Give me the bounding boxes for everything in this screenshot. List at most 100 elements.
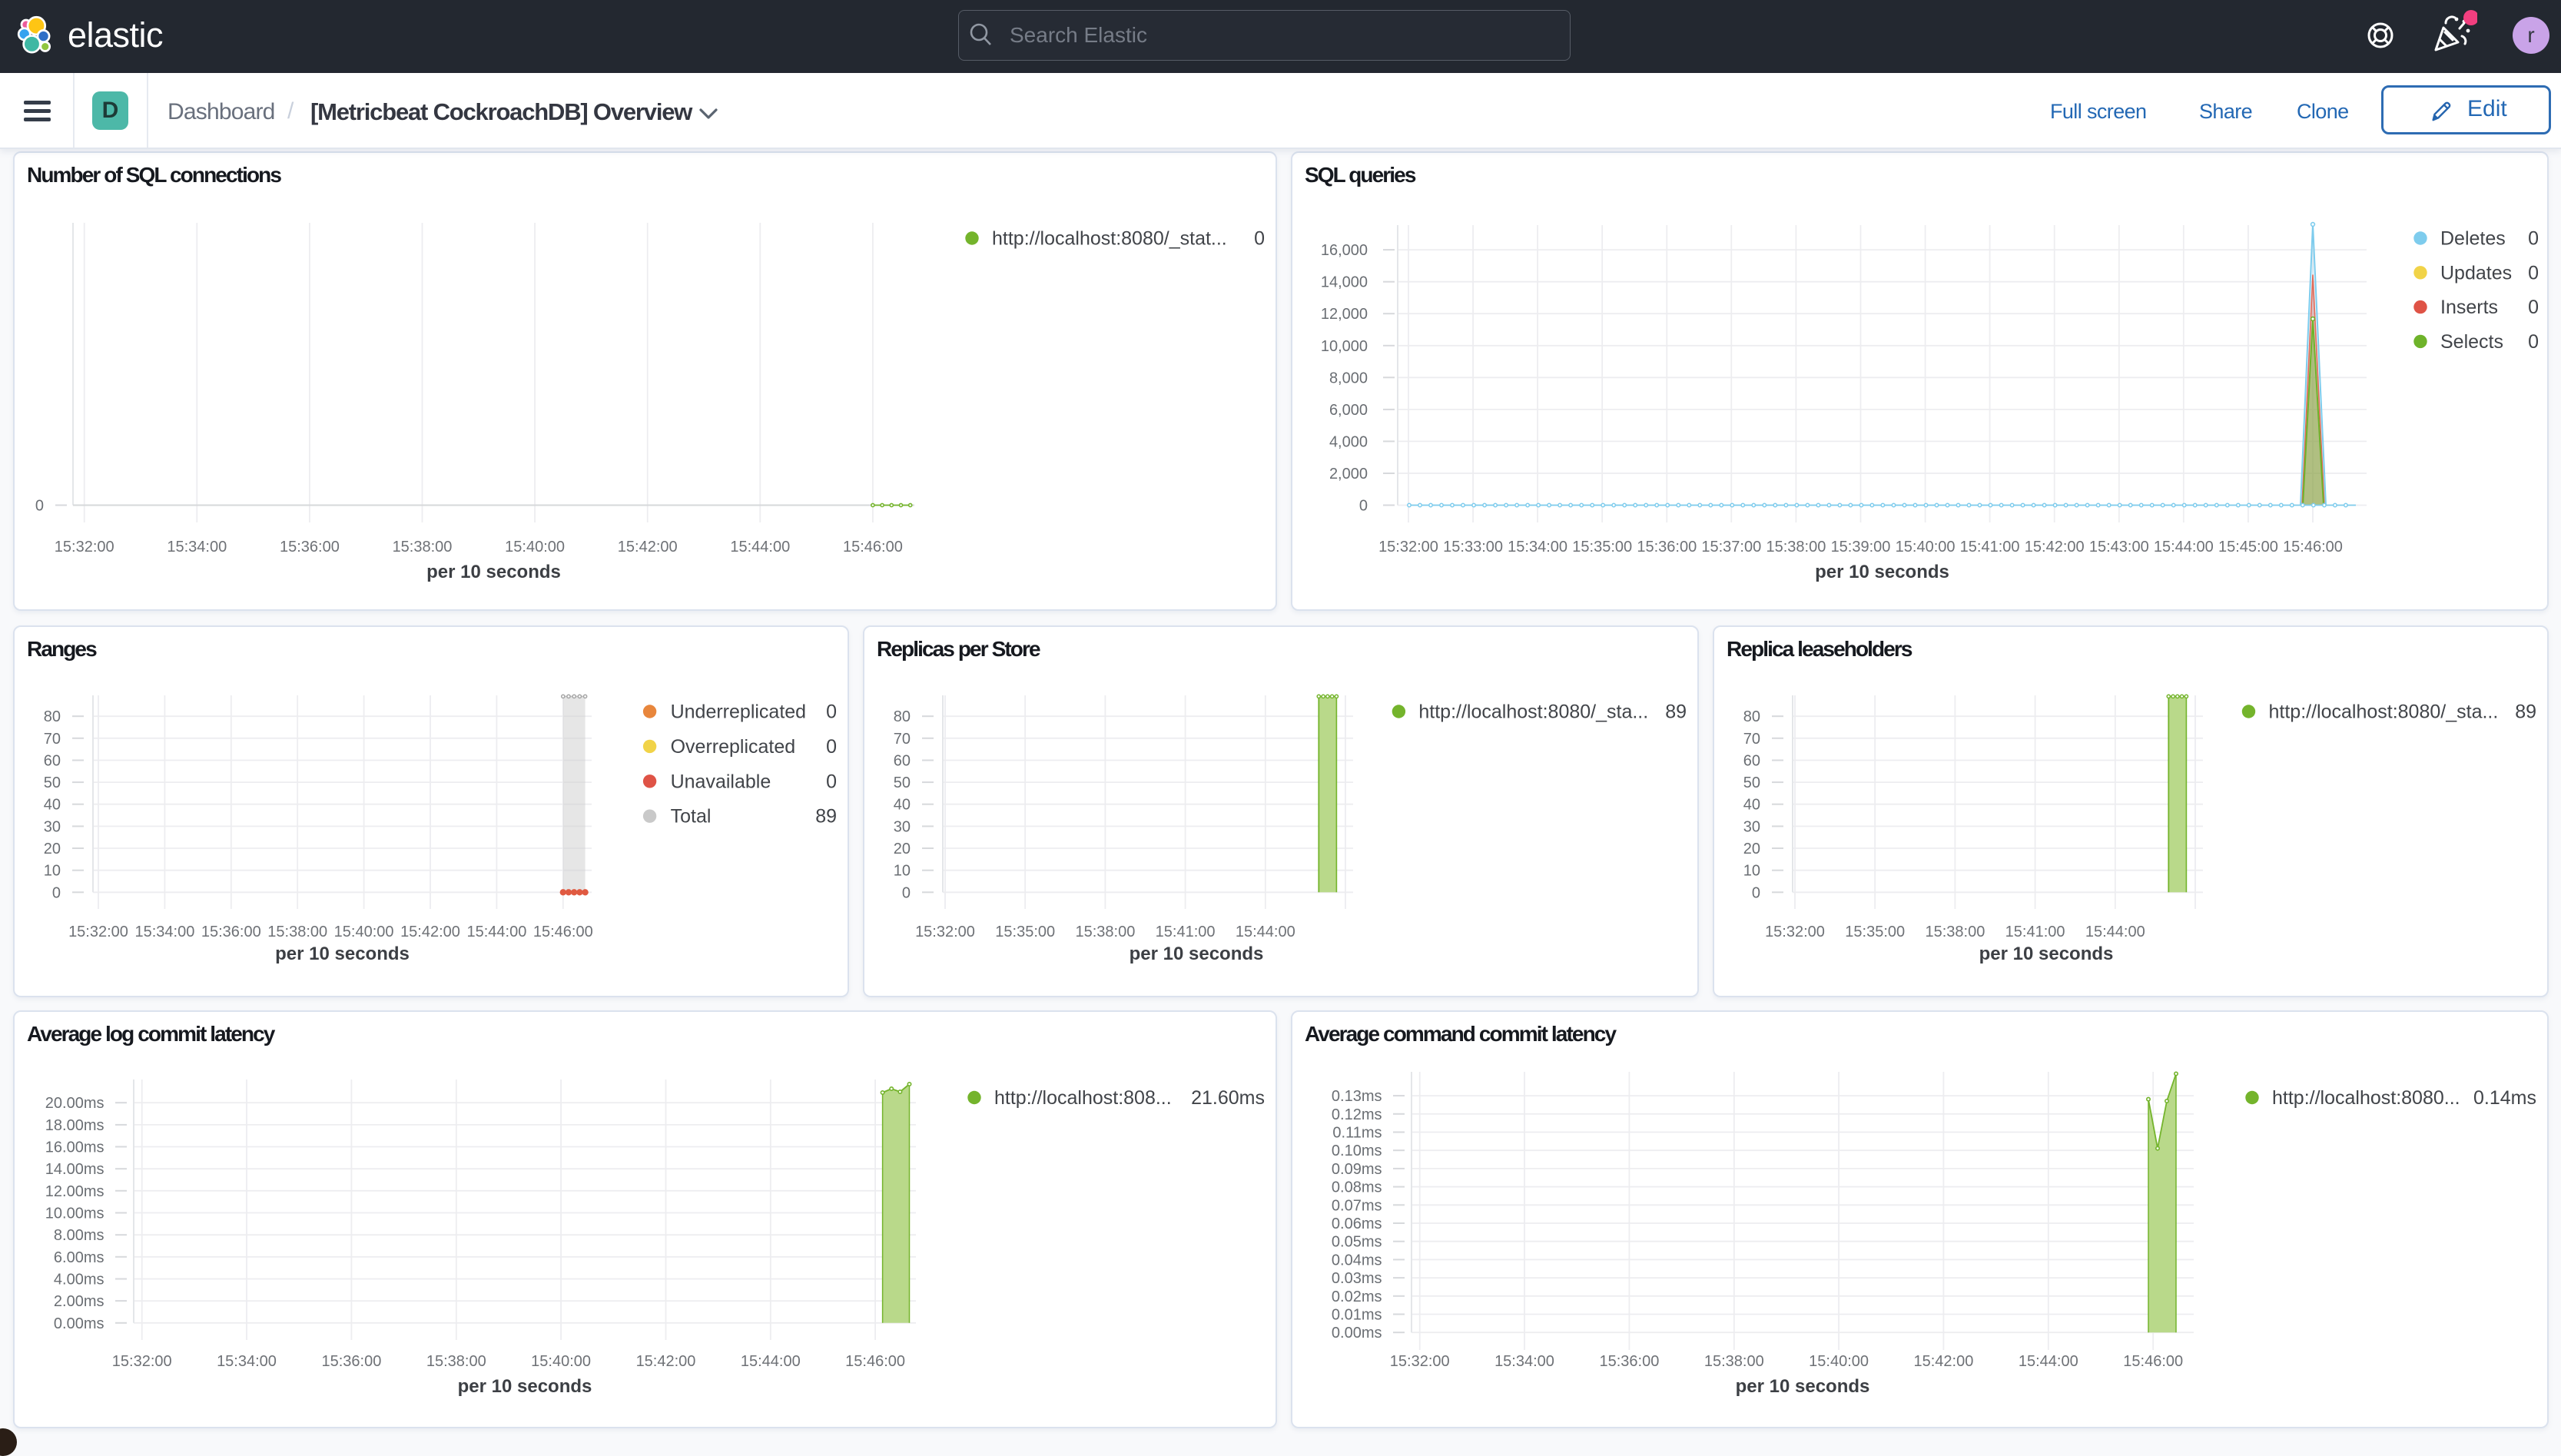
svg-text:15:38:00: 15:38:00 [1704, 1353, 1764, 1370]
svg-text:0.11ms: 0.11ms [1332, 1125, 1382, 1142]
svg-text:8.00ms: 8.00ms [54, 1227, 104, 1244]
svg-text:15:38:00: 15:38:00 [1925, 924, 1985, 940]
svg-text:15:36:00: 15:36:00 [321, 1353, 381, 1370]
svg-text:20: 20 [1743, 841, 1760, 857]
svg-text:15:42:00: 15:42:00 [1913, 1353, 1973, 1370]
svg-text:0: 0 [2528, 331, 2539, 353]
svg-text:per 10 seconds: per 10 seconds [426, 562, 561, 582]
svg-text:4,000: 4,000 [1329, 433, 1368, 450]
svg-text:15:37:00: 15:37:00 [1701, 539, 1761, 556]
svg-text:Selects: Selects [2440, 331, 2503, 353]
svg-text:40: 40 [1743, 797, 1760, 814]
svg-text:0: 0 [2528, 262, 2539, 284]
svg-text:15:40:00: 15:40:00 [505, 539, 565, 556]
svg-text:30: 30 [894, 818, 911, 835]
svg-text:per 10 seconds: per 10 seconds [1815, 562, 1949, 582]
svg-text:14.00ms: 14.00ms [45, 1161, 104, 1178]
svg-text:15:42:00: 15:42:00 [400, 924, 460, 940]
svg-text:http://localhost:8080/_sta...: http://localhost:8080/_sta... [1418, 701, 1648, 723]
svg-text:15:44:00: 15:44:00 [730, 539, 790, 556]
svg-text:15:38:00: 15:38:00 [393, 539, 453, 556]
svg-text:15:36:00: 15:36:00 [201, 924, 261, 940]
svg-text:15:42:00: 15:42:00 [2025, 539, 2085, 556]
svg-text:15:34:00: 15:34:00 [1508, 539, 1567, 556]
svg-text:Average log commit latency: Average log commit latency [27, 1022, 276, 1046]
svg-text:0.03ms: 0.03ms [1332, 1270, 1382, 1287]
svg-text:Underreplicated: Underreplicated [671, 701, 807, 723]
svg-text:50: 50 [894, 774, 911, 791]
svg-text:15:34:00: 15:34:00 [134, 924, 194, 940]
svg-text:15:46:00: 15:46:00 [2283, 539, 2343, 556]
svg-text:15:44:00: 15:44:00 [2019, 1353, 2078, 1370]
svg-text:0.13ms: 0.13ms [1332, 1088, 1382, 1105]
svg-text:0: 0 [52, 884, 61, 901]
svg-text:80: 80 [894, 708, 911, 725]
svg-text:http://localhost:808...: http://localhost:808... [994, 1087, 1172, 1109]
svg-text:10,000: 10,000 [1321, 338, 1368, 355]
svg-text:15:44:00: 15:44:00 [741, 1353, 801, 1370]
svg-text:Overreplicated: Overreplicated [671, 736, 796, 758]
svg-text:0.05ms: 0.05ms [1332, 1234, 1382, 1251]
svg-text:80: 80 [44, 708, 61, 725]
svg-text:2,000: 2,000 [1329, 466, 1368, 483]
svg-text:15:46:00: 15:46:00 [533, 924, 593, 940]
svg-text:18.00ms: 18.00ms [45, 1117, 104, 1134]
svg-text:15:35:00: 15:35:00 [1845, 924, 1905, 940]
svg-text:16.00ms: 16.00ms [45, 1139, 104, 1156]
svg-text:per 10 seconds: per 10 seconds [1736, 1376, 1870, 1397]
svg-text:15:42:00: 15:42:00 [618, 539, 678, 556]
svg-text:89: 89 [1665, 701, 1687, 723]
svg-text:0: 0 [35, 498, 44, 515]
svg-text:0.10ms: 0.10ms [1332, 1143, 1382, 1159]
svg-text:15:32:00: 15:32:00 [68, 924, 128, 940]
svg-text:0.04ms: 0.04ms [1332, 1252, 1382, 1269]
svg-text:15:34:00: 15:34:00 [1494, 1353, 1554, 1370]
svg-text:15:34:00: 15:34:00 [167, 539, 227, 556]
svg-text:0: 0 [902, 884, 911, 901]
svg-text:21.60ms: 21.60ms [1191, 1087, 1265, 1109]
svg-text:6.00ms: 6.00ms [54, 1249, 104, 1266]
svg-text:15:32:00: 15:32:00 [1378, 539, 1438, 556]
svg-text:15:36:00: 15:36:00 [1599, 1353, 1659, 1370]
svg-text:0.02ms: 0.02ms [1332, 1289, 1382, 1305]
svg-text:6,000: 6,000 [1329, 402, 1368, 419]
svg-text:15:36:00: 15:36:00 [1637, 539, 1697, 556]
svg-text:10: 10 [894, 863, 911, 880]
svg-text:20: 20 [44, 841, 61, 857]
svg-text:0: 0 [1254, 228, 1265, 250]
svg-text:15:46:00: 15:46:00 [845, 1353, 905, 1370]
svg-text:15:34:00: 15:34:00 [217, 1353, 277, 1370]
svg-text:50: 50 [1743, 774, 1760, 791]
svg-text:15:44:00: 15:44:00 [2154, 539, 2214, 556]
svg-text:15:35:00: 15:35:00 [995, 924, 1055, 940]
svg-text:10: 10 [1743, 863, 1760, 880]
svg-text:10: 10 [44, 863, 61, 880]
svg-text:8,000: 8,000 [1329, 370, 1368, 386]
svg-text:89: 89 [2515, 701, 2536, 723]
svg-text:16,000: 16,000 [1321, 242, 1368, 259]
svg-text:15:39:00: 15:39:00 [1831, 539, 1891, 556]
svg-text:15:42:00: 15:42:00 [636, 1353, 696, 1370]
svg-text:70: 70 [1743, 731, 1760, 748]
svg-text:per 10 seconds: per 10 seconds [275, 944, 410, 964]
svg-text:15:46:00: 15:46:00 [843, 539, 903, 556]
svg-text:15:45:00: 15:45:00 [2218, 539, 2278, 556]
svg-text:0.12ms: 0.12ms [1332, 1106, 1382, 1123]
svg-text:0: 0 [826, 701, 837, 723]
svg-text:60: 60 [1743, 753, 1760, 770]
svg-text:http://localhost:8080...: http://localhost:8080... [2272, 1087, 2460, 1109]
svg-text:50: 50 [44, 774, 61, 791]
svg-text:15:38:00: 15:38:00 [1075, 924, 1135, 940]
svg-text:15:41:00: 15:41:00 [2005, 924, 2065, 940]
svg-text:per 10 seconds: per 10 seconds [1130, 944, 1264, 964]
svg-text:per 10 seconds: per 10 seconds [1979, 944, 2114, 964]
svg-text:80: 80 [1743, 708, 1760, 725]
svg-text:0: 0 [826, 736, 837, 758]
svg-text:http://localhost:8080/_stat...: http://localhost:8080/_stat... [992, 228, 1227, 250]
svg-text:0.00ms: 0.00ms [1332, 1325, 1382, 1342]
svg-text:15:46:00: 15:46:00 [2123, 1353, 2183, 1370]
svg-text:60: 60 [894, 753, 911, 770]
svg-text:12.00ms: 12.00ms [45, 1183, 104, 1200]
svg-text:Replica leaseholders: Replica leaseholders [1727, 637, 1912, 661]
svg-text:15:41:00: 15:41:00 [1156, 924, 1216, 940]
